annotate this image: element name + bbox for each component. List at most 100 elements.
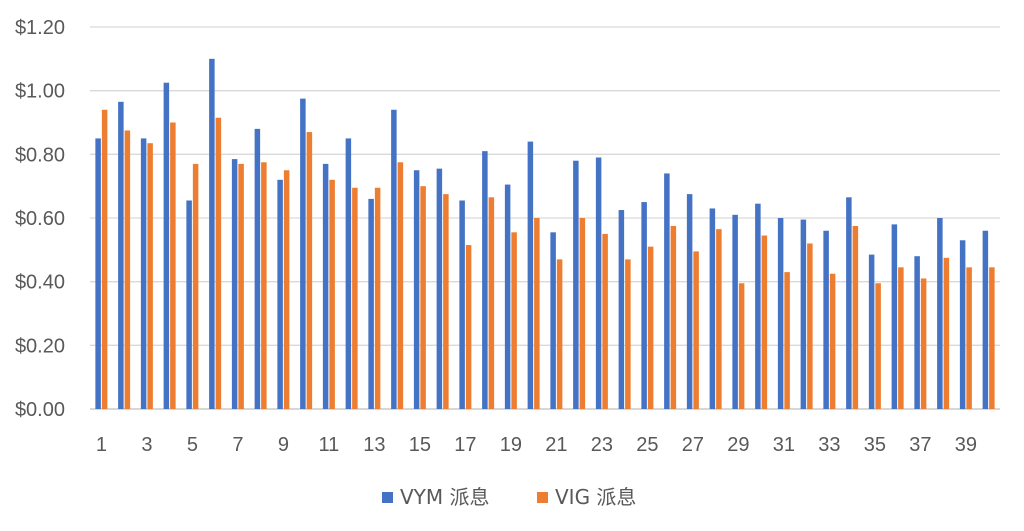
bar-vym bbox=[459, 200, 465, 409]
x-tick-label: 15 bbox=[409, 434, 431, 456]
bar-vym bbox=[391, 109, 397, 410]
bar-vig bbox=[465, 245, 472, 409]
y-axis: $0.00 $0.20 $0.40 $0.60 $0.80 $1.00 $1.20 bbox=[15, 17, 65, 421]
x-tick-label: 31 bbox=[773, 434, 795, 456]
bar-vig bbox=[784, 272, 790, 409]
bar-vym bbox=[755, 203, 761, 409]
bars bbox=[95, 58, 995, 410]
bar-vym bbox=[891, 224, 898, 409]
bar-vym bbox=[595, 157, 602, 409]
bar-vig bbox=[306, 132, 313, 410]
y-tick-label: $1.00 bbox=[15, 81, 65, 103]
x-tick-label: 7 bbox=[232, 434, 243, 456]
x-tick-label: 37 bbox=[909, 434, 931, 456]
x-tick-label: 11 bbox=[318, 434, 339, 456]
bar-vym bbox=[846, 197, 852, 409]
bar-vym bbox=[823, 230, 829, 409]
bar-vym bbox=[322, 163, 329, 409]
x-tick-label: 23 bbox=[591, 434, 613, 456]
x-tick-label: 35 bbox=[864, 434, 886, 456]
bar-vig bbox=[374, 187, 381, 409]
bar-vig bbox=[670, 225, 677, 409]
x-tick-label: 21 bbox=[545, 434, 567, 456]
bar-vig bbox=[966, 267, 972, 409]
x-axis: 1 3 5 7 9 11 13 15 17 19 21 23 25 27 29 31 33 35 37 39 bbox=[96, 434, 977, 456]
bar-vig bbox=[283, 170, 290, 409]
bar-vym bbox=[914, 256, 920, 409]
bar-vig bbox=[124, 130, 131, 410]
bar-vym bbox=[345, 138, 352, 409]
bar-vig bbox=[556, 259, 563, 409]
bar-vym bbox=[686, 194, 693, 409]
bar-vym bbox=[163, 82, 170, 409]
x-tick-label: 13 bbox=[363, 434, 385, 456]
bar-vig bbox=[920, 278, 927, 409]
bar-vig bbox=[738, 283, 745, 409]
bar-vym bbox=[118, 101, 124, 409]
bar-vig bbox=[807, 243, 813, 409]
legend: VYM 派息 VIG 派息 bbox=[382, 485, 636, 509]
bar-vym bbox=[231, 159, 238, 409]
bar-vym bbox=[140, 138, 147, 409]
bar-vym bbox=[868, 254, 875, 409]
y-tick-label: $0.20 bbox=[15, 335, 65, 357]
bar-vym bbox=[800, 219, 807, 409]
y-tick-label: $0.60 bbox=[15, 208, 65, 230]
bar-vym bbox=[550, 232, 556, 409]
bar-vig bbox=[170, 122, 176, 409]
bar-vym bbox=[777, 218, 784, 409]
bar-vig bbox=[761, 235, 768, 409]
bar-vig bbox=[829, 273, 836, 409]
bar-vym bbox=[664, 173, 670, 409]
bar-vym bbox=[300, 98, 306, 409]
legend-swatch bbox=[537, 492, 548, 503]
legend-swatch bbox=[382, 492, 393, 503]
bar-vym bbox=[709, 208, 716, 409]
x-tick-label: 27 bbox=[682, 434, 704, 456]
bar-vym bbox=[413, 170, 420, 409]
x-tick-label: 3 bbox=[141, 434, 152, 456]
bar-vig bbox=[898, 267, 904, 409]
bar-vig bbox=[443, 194, 449, 409]
bar-vym bbox=[209, 58, 215, 409]
bar-vig bbox=[420, 186, 426, 409]
bar-vig bbox=[147, 143, 153, 410]
bar-vig bbox=[511, 232, 517, 409]
bar-vym bbox=[186, 200, 192, 409]
legend-label: VYM 派息 bbox=[400, 485, 490, 509]
bar-vym bbox=[254, 128, 261, 409]
bar-vym bbox=[641, 202, 647, 409]
bar-vig bbox=[192, 163, 199, 409]
bar-vig bbox=[693, 251, 699, 409]
bar-vym bbox=[732, 214, 738, 409]
y-tick-label: $1.20 bbox=[15, 17, 65, 39]
bar-vig bbox=[852, 225, 859, 409]
x-tick-label: 19 bbox=[500, 434, 522, 456]
x-tick-label: 29 bbox=[727, 434, 749, 456]
bar-vig bbox=[397, 162, 404, 409]
bar-vig bbox=[943, 257, 950, 409]
bar-vym bbox=[937, 218, 943, 409]
x-tick-label: 33 bbox=[818, 434, 840, 456]
bar-vig bbox=[579, 218, 586, 409]
bar-vym bbox=[504, 184, 511, 409]
bar-vig bbox=[875, 283, 881, 409]
y-tick-label: $0.80 bbox=[15, 144, 65, 166]
bar-vig bbox=[716, 229, 722, 409]
bar-vym bbox=[959, 240, 966, 409]
bar-vym bbox=[573, 160, 579, 409]
bar-vig bbox=[261, 162, 267, 409]
legend-label: VIG 派息 bbox=[555, 485, 636, 509]
y-tick-label: $0.40 bbox=[15, 272, 65, 294]
bar-vym bbox=[436, 168, 443, 409]
bar-vig bbox=[625, 259, 631, 409]
bar-vym bbox=[618, 210, 625, 409]
x-tick-label: 1 bbox=[96, 434, 107, 456]
bar-vym bbox=[368, 198, 374, 409]
bar-vig bbox=[989, 267, 995, 409]
bar-vig bbox=[352, 187, 358, 409]
x-tick-label: 9 bbox=[278, 434, 289, 456]
bar-vym bbox=[277, 179, 283, 409]
y-tick-label: $0.00 bbox=[15, 399, 65, 421]
